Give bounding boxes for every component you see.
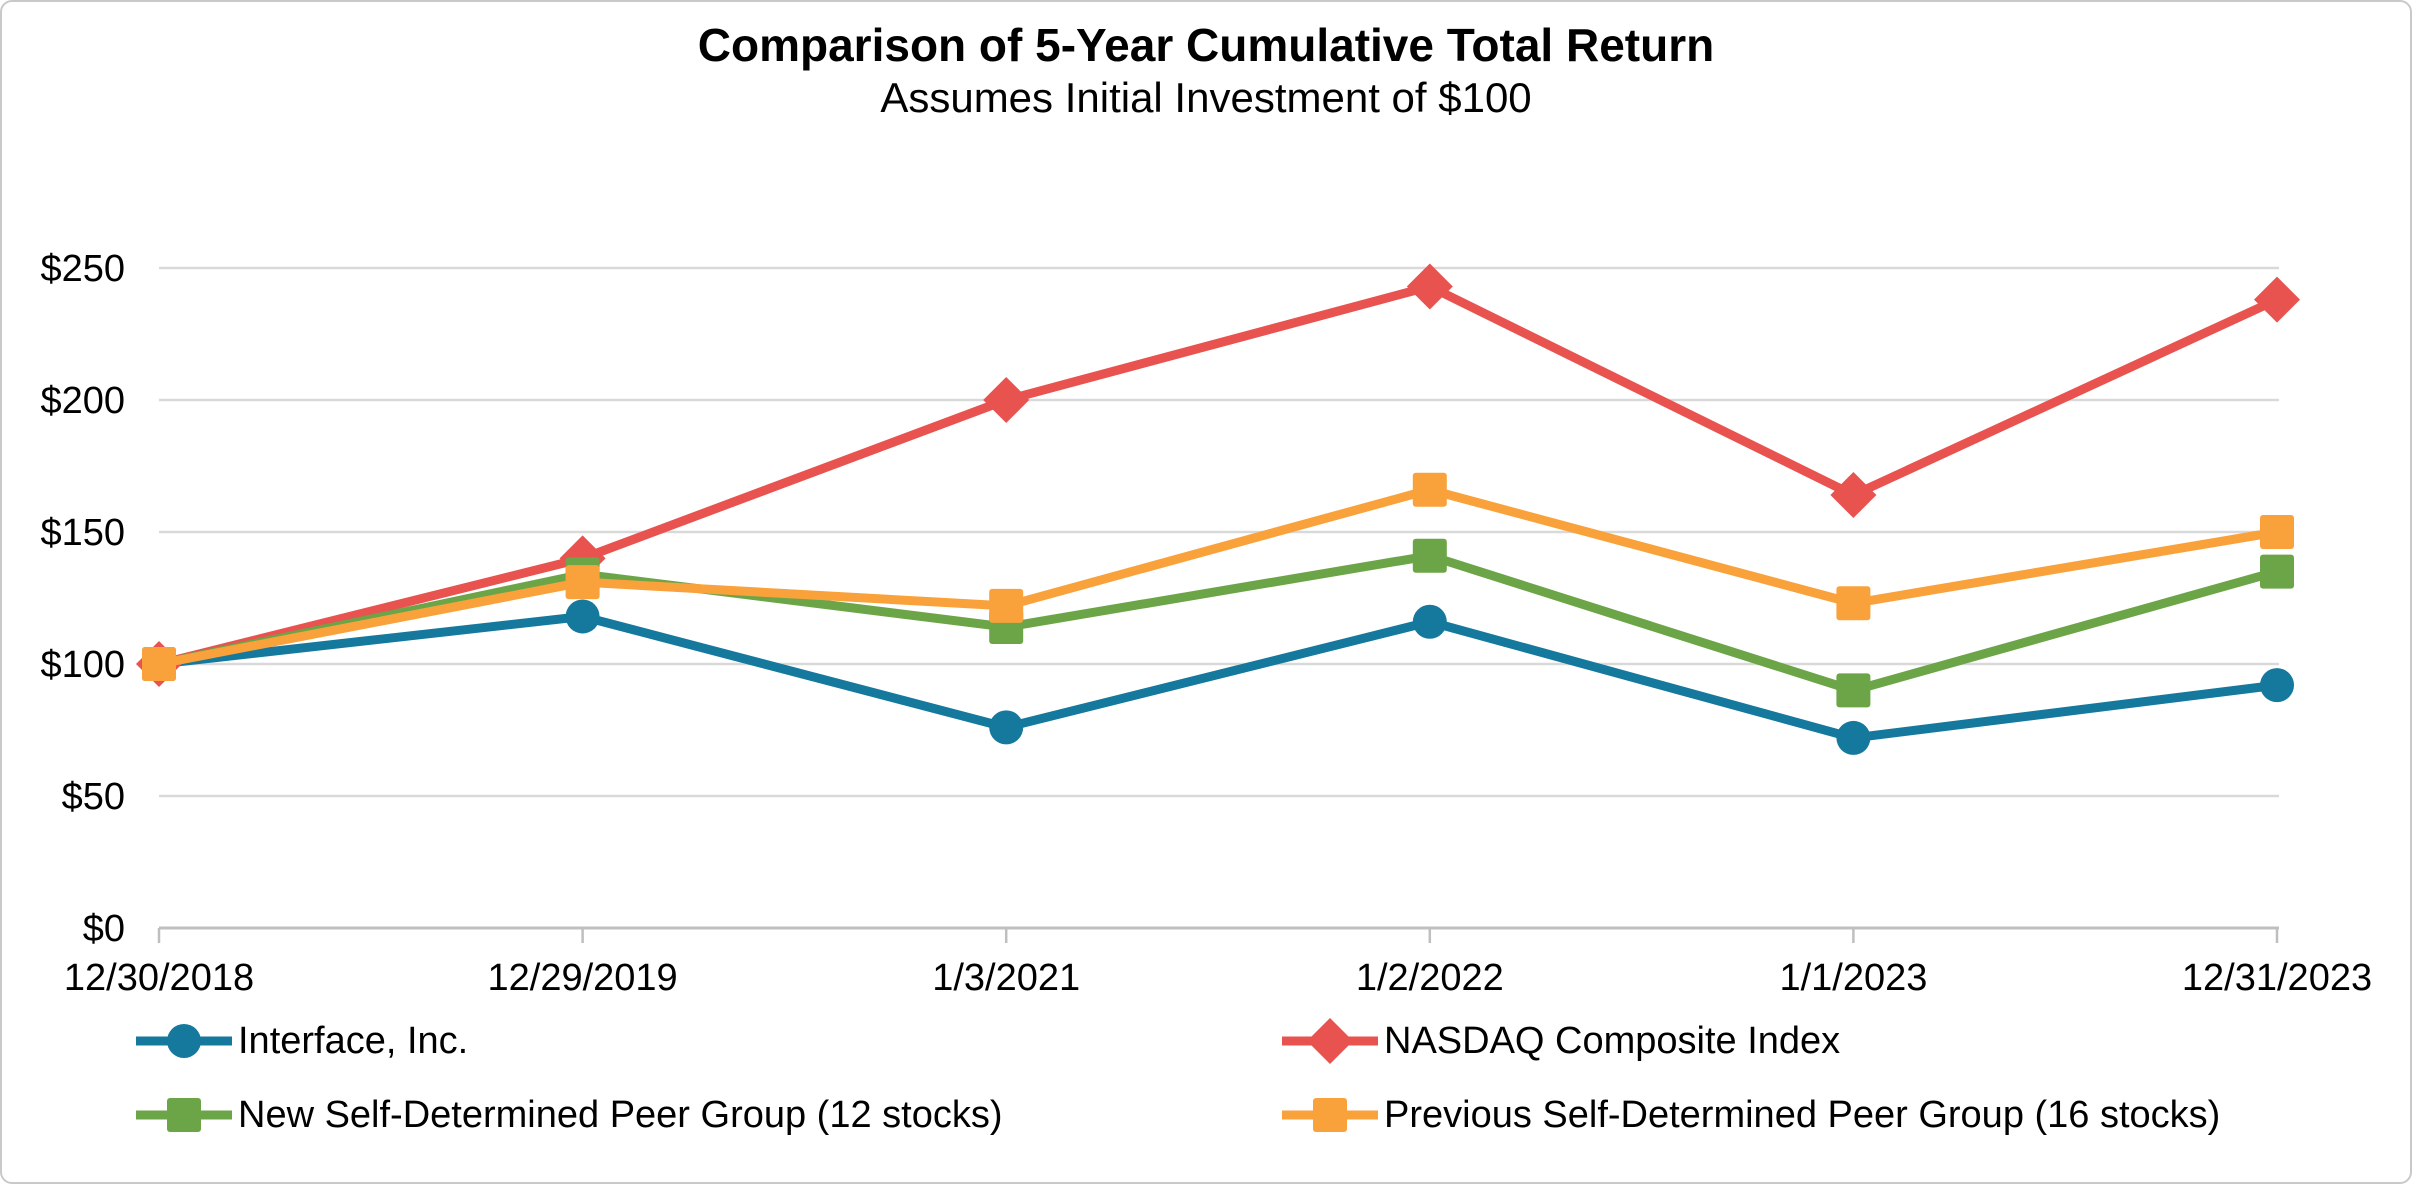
line-diamond-marker-icon: [1282, 1016, 1378, 1066]
y-axis-label: $0: [83, 908, 125, 950]
series-line-nasdaq-composite-index: [157, 281, 2279, 669]
x-axis-label: 1/3/2021: [932, 957, 1080, 999]
data-point-marker: [142, 647, 176, 681]
y-axis-label: $150: [40, 512, 125, 554]
data-point-marker: [1830, 472, 1877, 519]
data-point-marker: [989, 710, 1024, 745]
legend-marker-glyph: [1282, 1098, 1378, 1132]
legend-label: New Self-Determined Peer Group (12 stock…: [238, 1093, 1003, 1136]
legend-item-nasdaq-composite-index: NASDAQ Composite Index: [1282, 1016, 2370, 1066]
data-point-marker: [565, 599, 600, 634]
data-point-marker: [1307, 1018, 1353, 1064]
data-point-marker: [2260, 554, 2294, 589]
data-point-marker: [2260, 668, 2294, 703]
y-axis-label: $100: [40, 644, 125, 686]
line-circle-marker-icon: [136, 1016, 232, 1066]
line-square-marker-icon: [136, 1090, 232, 1140]
legend-label: NASDAQ Composite Index: [1384, 1019, 1841, 1062]
chart-header: Comparison of 5-Year Cumulative Total Re…: [2, 18, 2410, 124]
x-axis-label: 1/2/2022: [1356, 957, 1504, 999]
legend-marker-glyph: [136, 1098, 232, 1132]
x-axis-label: 1/1/2023: [1779, 957, 1927, 999]
legend-item-interface-inc: Interface, Inc.: [136, 1016, 1282, 1066]
legend-marker-glyph: [136, 1024, 232, 1058]
data-point-marker: [989, 588, 1024, 623]
data-point-marker: [1406, 263, 1453, 310]
x-axis-label: 12/29/2019: [488, 957, 678, 999]
series-line-interface-inc: [158, 611, 2278, 743]
y-axis-label: $200: [40, 380, 125, 422]
legend-label: Previous Self-Determined Peer Group (16 …: [1384, 1093, 2221, 1136]
data-point-marker: [1836, 673, 1871, 708]
series-previous-peer-group: [142, 472, 2294, 681]
series-line-previous-peer-group: [158, 485, 2278, 669]
data-point-marker: [167, 1024, 201, 1058]
data-point-marker: [1412, 472, 1447, 507]
legend-item-previous-peer-group: Previous Self-Determined Peer Group (16 …: [1282, 1090, 2370, 1140]
legend: Interface, Inc. NASDAQ Composite Index N…: [136, 1016, 2370, 1140]
x-axis-label: 12/30/2018: [64, 957, 254, 999]
series-line-new-peer-group: [158, 551, 2279, 695]
y-axis-label: $250: [40, 248, 125, 290]
y-axis-label: $50: [62, 776, 125, 818]
data-point-marker: [1412, 604, 1447, 639]
data-point-marker: [565, 565, 600, 600]
data-point-marker: [1836, 720, 1871, 755]
data-point-marker: [2254, 276, 2300, 323]
x-axis-label: 12/31/2023: [2182, 957, 2372, 999]
data-point-marker: [167, 1098, 201, 1132]
data-point-marker: [1836, 586, 1871, 621]
chart-title: Comparison of 5-Year Cumulative Total Re…: [697, 19, 1715, 71]
data-point-marker: [1412, 538, 1447, 573]
data-point-marker: [983, 377, 1030, 423]
series-nasdaq-composite-index: [136, 263, 2300, 687]
legend-marker-glyph: [1282, 1018, 1378, 1064]
chart-subtitle: Assumes Initial Investment of $100: [880, 74, 1532, 121]
data-point-marker: [1313, 1098, 1347, 1132]
legend-item-new-peer-group: New Self-Determined Peer Group (12 stock…: [136, 1090, 1282, 1140]
legend-label: Interface, Inc.: [238, 1019, 469, 1062]
series-interface-inc: [142, 599, 2294, 755]
data-point-marker: [2260, 515, 2294, 549]
series-new-peer-group: [142, 538, 2294, 708]
line-square-marker-icon: [1282, 1090, 1378, 1140]
